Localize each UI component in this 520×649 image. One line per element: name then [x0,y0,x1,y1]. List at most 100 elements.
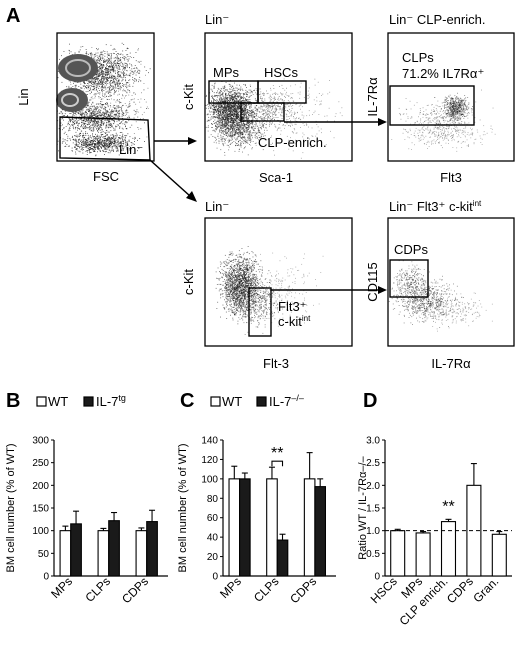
significance-stars: ** [271,445,283,462]
y-tick-label: 1.5 [366,504,380,515]
bar [415,532,431,577]
bar [146,521,158,577]
y-tick-label: 40 [207,533,219,544]
legend-b-wt-swatch [36,396,47,407]
x-tick-label: HSCs [368,574,400,606]
x-tick-label: CLPs [82,574,113,605]
flow-plot-ckit-flt3: Lin⁻ Flt3⁺ c-kitint Flt-3 c-Kit [181,199,353,371]
x-tick-label: MPs [48,574,75,601]
gate-clp-enrich [240,102,285,122]
y-tick-label: 3.0 [366,436,380,447]
dots-cd115-il7ra [388,260,493,332]
bar [70,523,82,577]
x-label-il7ra: IL-7Rα [431,356,471,371]
y-axis-label-b: BM cell number (% of WT) [5,444,17,573]
gate-label-clp-enrich: CLP-enrich. [258,135,327,150]
y-tick-label: 150 [32,504,49,515]
y-tick-label: 60 [207,513,219,524]
plot-frame-lin-fsc [56,32,155,162]
bar [314,486,327,577]
y-axis-label-c: BM cell number (% of WT) [177,444,189,573]
x-tick-label: CLPs [251,574,282,605]
bar [266,478,278,577]
gate-label-ckit-int: c-kitint [278,314,311,329]
y-label-cd115: CD115 [365,262,380,302]
gate-label-lin-neg: Lin⁻ [119,142,143,157]
panel-letter-b: B [6,390,20,412]
gate-label-clps: CLPs [402,50,434,65]
y-tick-label: 0 [43,572,49,583]
y-label-ckit-p4: c-Kit [181,269,196,295]
arrow-to-cd115 [271,286,387,294]
plot-frame-ckit-sca1 [204,32,353,162]
legend-c-wt-label: WT [222,394,242,409]
y-tick-label: 100 [32,526,49,537]
legend-b: WT IL-7tg [36,393,126,409]
title-lin-flt3-ckit-int: Lin⁻ Flt3⁺ c-kitint [389,199,482,214]
significance-bracket [271,460,284,467]
title-lin-clp-enrich: Lin⁻ CLP-enrich. [389,12,485,27]
x-tick-label: CDPs [119,574,151,606]
x-label-fsc: FSC [93,169,119,184]
y-tick-label: 100 [201,474,218,485]
panel-letter-c: C [180,390,194,412]
x-tick-label: Gran. [470,574,501,605]
y-axis-label-d: Ratio WT / IL-7Rα–/– [357,455,369,559]
significance-stars: ** [442,498,454,515]
y-tick-label: 1.0 [366,526,380,537]
legend-c: WT IL-7–/– [210,393,304,409]
bar [440,521,457,577]
y-tick-label: 140 [201,436,218,447]
panel-letter-a: A [6,5,20,27]
legend-c-ko-swatch [256,396,267,407]
bar [276,539,289,577]
arrow-to-il7ra [284,118,387,126]
legend-b-ko-label: IL-7tg [96,393,126,409]
dots-il7ra-flt3 [391,89,496,152]
bar-chart-c: 0 20 40 60 80 100 120 140 BM cell number (% of W… [177,436,336,606]
gate-label-hscs: HSCs [264,65,298,80]
gate-label-flt3-pos: Flt3⁺ [278,299,307,314]
x-tick-label: MPs [217,574,244,601]
title-lin-neg-p4: Lin⁻ [205,199,229,214]
y-tick-label: 300 [32,436,49,447]
gate-label-mps: MPs [213,65,240,80]
panel-letter-d: D [363,390,377,412]
y-tick-label: 20 [207,552,219,563]
flow-plot-lin-fsc: Lin⁻ FSC Lin [16,32,155,184]
gate-flt3-ckit-int [248,287,272,337]
bar [228,478,241,577]
y-tick-label: 2.5 [366,458,380,469]
x-tick-label: CLP enrich. [397,574,451,628]
bar [239,478,251,577]
y-tick-label: 200 [32,481,49,492]
dots-ckit-sca1 [205,70,343,159]
x-label-flt3-p3: Flt3 [440,170,462,185]
y-tick-label: 2.0 [366,481,380,492]
y-tick-label: 50 [38,549,50,560]
y-label-il7ra: IL-7Rα [365,77,380,117]
y-tick-label: 250 [32,458,49,469]
bar [303,478,316,577]
bar [390,530,406,577]
density-contour [56,54,98,112]
gate-pct-clps: 71.2% IL7Rα⁺ [402,66,484,81]
dots-ckit-flt3 [215,246,324,335]
arrow-to-sca1 [154,137,197,145]
bar-chart-b: 0 50 100 150 200 250 300 BM cell number (% of W… [5,436,168,606]
gate-cdps [389,259,429,298]
bar [97,530,110,577]
gate-label-cdps: CDPs [394,242,428,257]
flow-plot-cd115-il7ra: Lin⁻ Flt3⁺ c-kitint CDPs IL-7Rα CD115 [365,199,515,371]
legend-c-wt-swatch [210,396,221,407]
x-tick-label: CDPs [287,574,319,606]
bar [491,533,507,577]
y-tick-label: 0.5 [366,549,380,560]
x-label-sca1: Sca-1 [259,170,293,185]
legend-b-wt-label: WT [48,394,68,409]
x-label-flt3-p4: Flt-3 [263,356,289,371]
bar-chart-d: 0 0.5 1.0 1.5 2.0 2.5 3.0 Ratio WT / IL-7Rα–/– H… [357,436,512,628]
x-tick-label: CDPs [444,574,476,606]
plot-frame-cd115-il7ra [387,217,515,347]
title-lin-neg-p2: Lin⁻ [205,12,229,27]
